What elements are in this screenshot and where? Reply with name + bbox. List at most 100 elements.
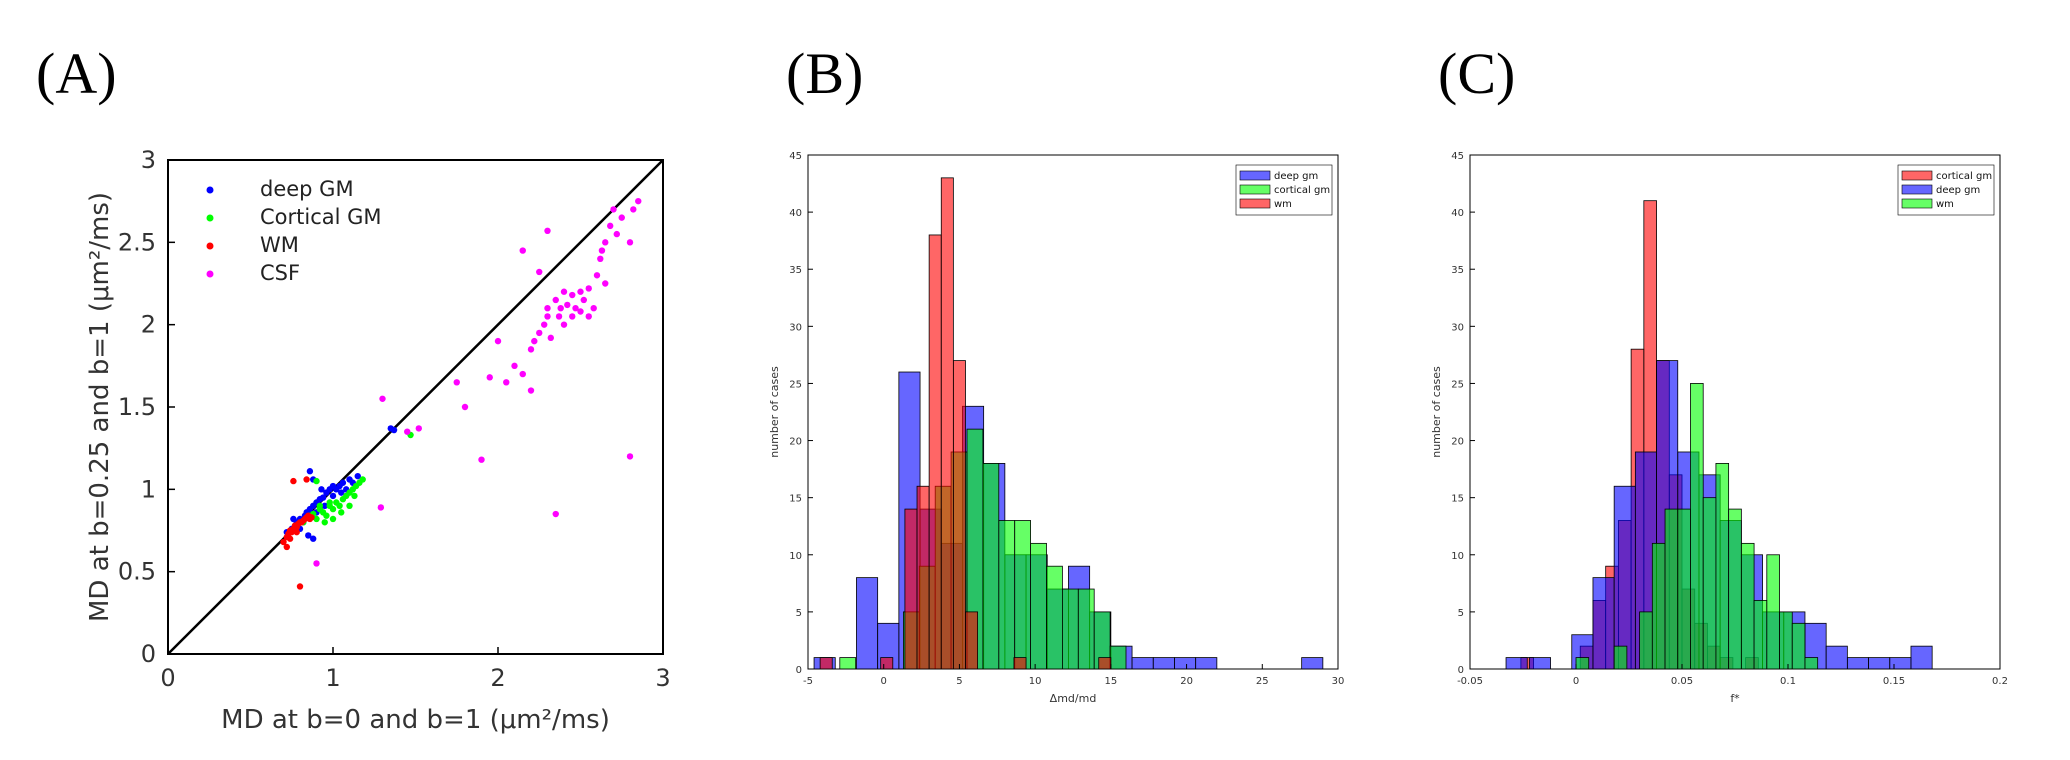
legend-label: wm — [1936, 199, 1954, 210]
x-tick-label: -0.05 — [1457, 676, 1483, 687]
data-point — [359, 476, 366, 483]
data-point — [415, 425, 422, 432]
data-point — [290, 477, 297, 485]
legend-label: wm — [1274, 199, 1292, 210]
histogram-bar — [1098, 657, 1112, 670]
y-tick-label: 30 — [789, 322, 802, 333]
legend-label: cortical gm — [1936, 171, 1992, 182]
histogram-bar — [1715, 462, 1730, 670]
data-point — [585, 285, 592, 292]
histogram-bar — [1651, 542, 1666, 670]
data-point — [336, 502, 343, 509]
histogram-bar — [1664, 508, 1679, 670]
data-point — [590, 305, 597, 312]
y-axis-label: number of cases — [1430, 366, 1443, 458]
data-point — [290, 515, 297, 523]
x-tick-label: 5 — [956, 676, 962, 687]
y-axis-label: MD at b=0.25 and b=1 (μm²/ms) — [85, 192, 115, 622]
histogram-bar — [1702, 497, 1717, 670]
histogram-bar — [1575, 657, 1590, 670]
legend-label: deep GM — [260, 177, 354, 201]
data-point — [519, 370, 526, 378]
histogram-bar — [1740, 542, 1755, 670]
y-tick-label: 35 — [789, 265, 802, 276]
data-point — [494, 337, 502, 345]
data-point — [626, 453, 634, 460]
y-tick-label: 40 — [789, 208, 802, 219]
y-tick-label: 2.5 — [118, 228, 156, 256]
data-point — [303, 476, 310, 483]
histogram-bar — [1152, 657, 1175, 670]
legend-swatch — [1901, 184, 1933, 195]
histogram-bar — [928, 234, 942, 670]
data-point — [552, 296, 559, 304]
histogram-bar — [1195, 657, 1218, 670]
data-point — [519, 247, 526, 254]
data-point — [305, 532, 312, 539]
legend-label: deep gm — [1274, 171, 1318, 182]
data-point — [346, 502, 353, 509]
histogram-bar — [856, 577, 879, 670]
data-point — [461, 403, 469, 411]
x-tick-label: 2 — [490, 664, 505, 692]
y-tick-label: 35 — [1451, 265, 1464, 276]
data-point — [577, 308, 584, 315]
data-point — [531, 337, 538, 345]
series-csf — [313, 197, 642, 567]
legend: deep GM Cortical GM WM CSF — [206, 177, 382, 285]
panel-label-a: (A) — [36, 41, 117, 106]
data-point — [572, 305, 579, 312]
series-wm — [1575, 383, 1819, 670]
data-point — [607, 222, 614, 230]
data-point — [321, 519, 328, 526]
histogram-bar — [1046, 565, 1063, 670]
x-tick-label: 0 — [160, 664, 175, 692]
data-point — [544, 313, 551, 320]
y-tick-label: 0 — [141, 640, 156, 668]
histogram-bar — [1910, 645, 1933, 670]
histogram-bar — [1889, 657, 1912, 670]
data-point — [511, 362, 518, 370]
y-tick-label: 5 — [796, 608, 802, 619]
data-point — [536, 268, 543, 276]
data-point — [564, 301, 571, 309]
x-tick-label: 0 — [881, 676, 887, 687]
histogram-bar — [1779, 611, 1793, 670]
data-point — [319, 494, 327, 501]
legend-label: deep gm — [1936, 185, 1980, 196]
data-point — [354, 472, 361, 480]
identity-line — [167, 159, 664, 655]
histogram-bar — [1592, 577, 1615, 670]
data-point — [503, 379, 510, 386]
data-point — [390, 426, 398, 434]
histogram-bar — [982, 462, 1000, 670]
histogram-bar — [1077, 588, 1095, 670]
x-tick-label: 0.05 — [1671, 676, 1693, 687]
x-tick-label: 25 — [1256, 676, 1269, 687]
series-wm — [819, 177, 1112, 670]
data-point — [635, 197, 642, 205]
data-point — [313, 477, 320, 485]
legend-label: WM — [260, 233, 299, 257]
x-axis-label: MD at b=0 and b=1 (μm²/ms) — [221, 705, 610, 735]
x-tick-label: 3 — [655, 664, 670, 692]
histogram-bar — [1301, 657, 1324, 670]
histogram-bar — [819, 657, 833, 670]
histogram-bar — [1528, 657, 1551, 670]
data-point — [585, 313, 592, 320]
data-point — [527, 387, 535, 394]
histogram-bar — [998, 520, 1016, 670]
x-tick-label: 1 — [325, 664, 340, 692]
legend-marker — [206, 214, 214, 222]
x-tick-label: 0.1 — [1780, 676, 1796, 687]
data-point — [569, 291, 576, 299]
data-point — [602, 239, 609, 246]
data-point — [598, 247, 606, 254]
histogram-chart-fstar: -0.05 0 0.05 0.1 0.15 0.2051015202530354045f*… — [1430, 151, 2008, 705]
histogram-bar — [1505, 657, 1528, 670]
data-point — [329, 515, 337, 523]
data-point — [321, 502, 328, 509]
histogram-bar — [965, 611, 979, 670]
x-tick-label: 0.2 — [1992, 676, 2008, 687]
data-point — [286, 535, 294, 542]
